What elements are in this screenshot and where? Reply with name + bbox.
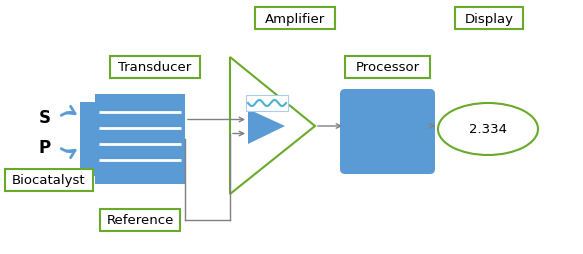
FancyBboxPatch shape — [110, 57, 200, 79]
Text: Reference: Reference — [106, 214, 174, 227]
Text: S: S — [39, 108, 51, 126]
FancyBboxPatch shape — [340, 90, 435, 174]
Bar — [95, 95, 185, 184]
Bar — [80, 103, 98, 176]
FancyBboxPatch shape — [100, 209, 180, 231]
Polygon shape — [248, 109, 285, 145]
Text: P: P — [39, 138, 51, 156]
Bar — [246, 96, 288, 112]
Text: Display: Display — [465, 12, 514, 25]
Text: Processor: Processor — [356, 61, 420, 74]
Text: 2.334: 2.334 — [469, 123, 507, 136]
FancyBboxPatch shape — [255, 8, 335, 30]
Text: Amplifier: Amplifier — [265, 12, 325, 25]
FancyBboxPatch shape — [5, 169, 93, 191]
FancyBboxPatch shape — [455, 8, 523, 30]
FancyBboxPatch shape — [345, 57, 430, 79]
Text: Biocatalyst: Biocatalyst — [12, 174, 86, 187]
Text: Transducer: Transducer — [118, 61, 192, 74]
